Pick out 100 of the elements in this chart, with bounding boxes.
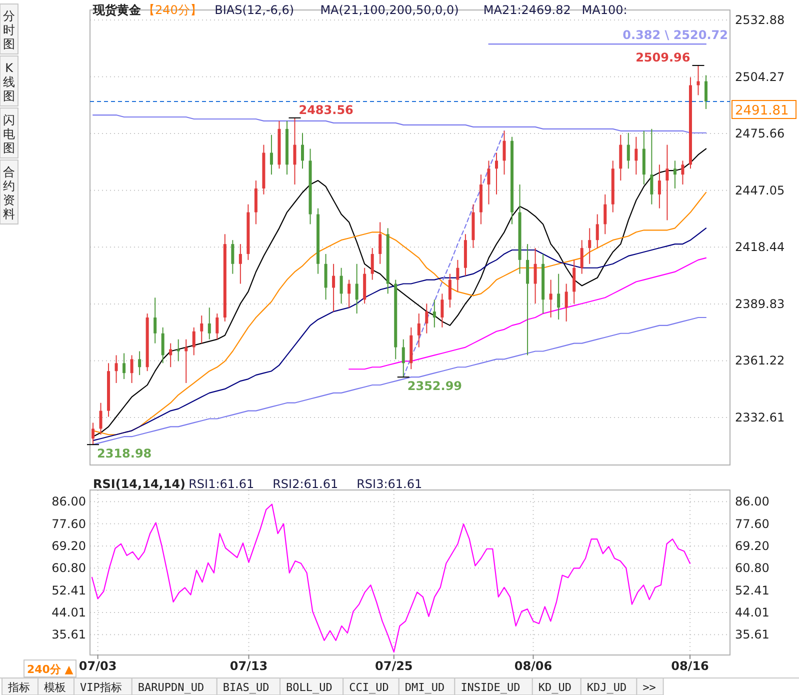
- category-label: BOLL_UD: [286, 681, 332, 694]
- y-tick-label: 2504.27: [735, 70, 785, 84]
- candlestick: [200, 315, 204, 344]
- y-tick-label: 2332.61: [735, 410, 785, 425]
- x-tick-label: 08/06: [514, 659, 552, 673]
- candlestick: [114, 354, 118, 384]
- candlestick: [580, 240, 584, 274]
- y-tick-label: 2475.66: [735, 126, 785, 141]
- candlestick: [650, 128, 654, 205]
- candlestick: [572, 259, 576, 304]
- annotation: BIAS(12,-6,6): [214, 3, 294, 17]
- y-tick-label: 60.80: [52, 561, 86, 576]
- text: 240分 ▲: [27, 663, 74, 676]
- candlestick: [348, 279, 351, 308]
- y-tick-label: 44.01: [52, 605, 86, 620]
- category-label: DMI_UD: [404, 681, 445, 694]
- category-label: K线图: [3, 61, 15, 103]
- candlestick: [122, 352, 126, 380]
- chart-subtitle: 【240分】: [143, 3, 202, 17]
- candlestick: [658, 164, 661, 209]
- line-series: [91, 504, 691, 653]
- y-tick-label: 2361.22: [735, 354, 785, 368]
- annotation: RSI1:61.61: [188, 477, 254, 491]
- candlestick: [161, 326, 164, 364]
- candlestick: [270, 134, 273, 176]
- candlestick: [238, 244, 242, 284]
- candlestick: [138, 350, 142, 376]
- candlestick: [549, 279, 552, 318]
- candlestick: [604, 194, 607, 235]
- candlestick: [596, 214, 599, 249]
- candlestick: [176, 338, 180, 362]
- candlestick: [402, 338, 405, 378]
- candlestick: [254, 180, 258, 225]
- x-tick-label: 08/16: [671, 659, 709, 673]
- candlestick: [370, 248, 374, 280]
- candlestick: [216, 313, 219, 340]
- y-tick-label: 35.61: [52, 628, 86, 642]
- annotation: RSI3:61.61: [356, 477, 422, 491]
- candlestick: [557, 273, 560, 320]
- candlestick: [169, 342, 172, 368]
- category-label: KDJ_UD: [586, 681, 627, 694]
- category-label: CCI_UD: [349, 681, 389, 694]
- y-tick-label: 2532.88: [735, 12, 785, 27]
- annotation: MA(21,100,200,50,0,0): [320, 3, 459, 17]
- y-tick-label: 69.20: [52, 538, 86, 553]
- candlestick: [456, 259, 460, 292]
- category-label: 闪电图: [3, 113, 15, 155]
- candlestick: [355, 263, 358, 314]
- y-tick-label: 86.00: [52, 494, 86, 509]
- annotation: MA100:: [582, 3, 628, 17]
- annotation: 2483.56: [298, 102, 354, 117]
- candlestick: [564, 283, 568, 322]
- line-series: [348, 257, 707, 370]
- candlestick: [154, 297, 157, 344]
- candlestick: [666, 144, 669, 221]
- candlestick: [425, 303, 428, 334]
- line-series: [92, 228, 707, 442]
- candlestick: [673, 160, 676, 189]
- category-label: 分时图: [3, 9, 15, 51]
- candlestick: [634, 136, 638, 176]
- annotation: 2352.99: [407, 379, 462, 394]
- candlestick: [99, 402, 102, 436]
- y-tick-label: 77.60: [52, 516, 86, 531]
- y-tick-label: 52.41: [52, 583, 86, 598]
- candlestick: [301, 132, 304, 170]
- category-label: INSIDE_UD: [460, 681, 520, 694]
- chart-title: RSI(14,14,14): [93, 477, 186, 491]
- candlestick: [494, 152, 498, 195]
- annotation: MA21:2469.82: [483, 3, 571, 17]
- candlestick: [92, 422, 94, 446]
- y-tick-label: 2447.05: [735, 183, 785, 198]
- category-label: BIAS_UD: [222, 681, 270, 694]
- chart-title: 现货黄金: [92, 3, 142, 17]
- candlestick: [432, 299, 436, 328]
- candlestick: [626, 132, 630, 170]
- y-tick-label: 2418.44: [735, 240, 785, 254]
- candlestick: [130, 354, 134, 384]
- category-label: >>: [642, 681, 656, 694]
- candlestick: [378, 222, 382, 264]
- candlestick: [619, 134, 622, 182]
- candlestick: [340, 267, 343, 304]
- candlestick: [448, 273, 452, 308]
- category-label: BARUPDN_UD: [138, 681, 204, 694]
- annotation: 0.382 \ 2520.72: [622, 28, 728, 42]
- candlestick: [324, 253, 328, 300]
- candlestick: [487, 160, 490, 205]
- candlestick: [704, 74, 708, 110]
- line-series: [92, 114, 707, 134]
- candlestick: [526, 244, 530, 356]
- candlestick: [332, 263, 336, 312]
- annotation: RSI2:61.61: [272, 477, 338, 491]
- category-label: 合约资料: [3, 165, 15, 221]
- category-label: 模板: [44, 681, 66, 694]
- candlestick: [681, 160, 684, 185]
- candlestick: [588, 228, 592, 264]
- candlestick: [208, 307, 211, 340]
- line-series: [92, 148, 707, 438]
- x-tick-label: 07/03: [78, 659, 117, 673]
- candlestick: [184, 338, 188, 384]
- x-tick-label: 07/13: [230, 659, 268, 673]
